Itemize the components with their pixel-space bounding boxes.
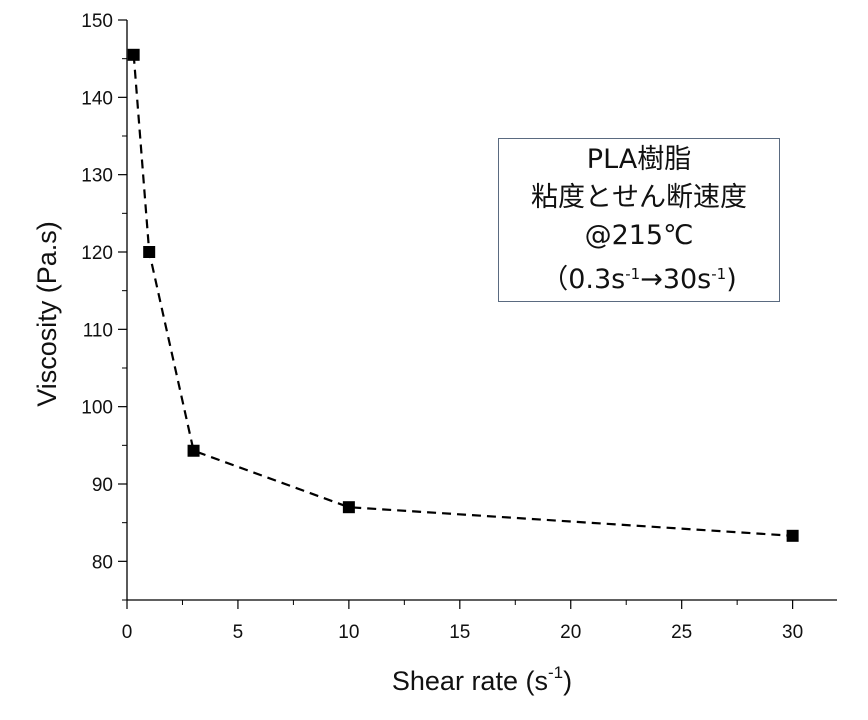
y-tick-label: 120 — [81, 243, 113, 264]
y-tick-label: 90 — [92, 475, 113, 496]
annotation-line-4: （0.3s-1→30s-1) — [499, 255, 779, 299]
x-tick-label: 0 — [122, 622, 133, 643]
annotation-line-3: @215℃ — [584, 220, 694, 251]
annotation-range-start: （0.3s — [541, 264, 626, 295]
data-point-marker — [127, 48, 140, 61]
x-axis-ticks: 0 5 10 15 20 25 30 — [122, 600, 803, 643]
y-tick-label: 100 — [81, 398, 113, 419]
y-tick-label: 140 — [81, 88, 113, 109]
annotation-line-2: 粘度とせん断速度 — [531, 182, 747, 213]
data-point-marker — [143, 246, 156, 258]
x-tick-label: 5 — [233, 622, 244, 643]
x-tick-label: 30 — [782, 622, 803, 643]
y-tick-label: 110 — [83, 320, 113, 341]
series-layer — [127, 48, 799, 542]
annotation-line-1: PLA樹脂 — [586, 144, 692, 175]
data-point-marker — [786, 529, 799, 542]
axes — [126, 20, 837, 601]
annotation-range-mid: →30s — [640, 264, 712, 295]
x-tick-label: 20 — [560, 622, 581, 643]
y-axis-title: Viscosity (Pa.s) — [32, 221, 62, 407]
annotation-range-end: ) — [726, 264, 737, 295]
x-tick-label: 25 — [671, 622, 692, 643]
annotation-sup-1: -1 — [625, 265, 641, 283]
y-axis-ticks: 80 90 100 110 120 130 140 150 — [81, 11, 127, 601]
x-axis-title: Shear rate (s-1) — [392, 663, 572, 696]
data-point-marker — [187, 444, 200, 457]
y-tick-label: 80 — [92, 552, 113, 573]
x-tick-label: 15 — [449, 622, 470, 643]
data-point-marker — [342, 501, 355, 514]
y-tick-label: 130 — [81, 166, 113, 187]
x-tick-label: 10 — [338, 622, 359, 643]
annotation-sup-2: -1 — [711, 265, 727, 283]
y-tick-label: 150 — [81, 11, 113, 32]
annotation-box: PLA樹脂 粘度とせん断速度 @215℃ （0.3s-1→30s-1) — [498, 138, 780, 302]
